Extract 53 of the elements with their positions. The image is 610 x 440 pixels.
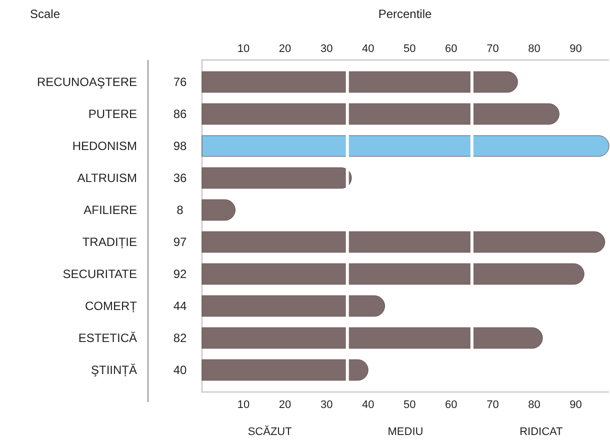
data-label: 92 [173,267,187,282]
x2-tick-label: 30 [320,398,333,411]
x2-tick-label: 50 [404,398,416,411]
x-tick-label: 80 [528,43,540,55]
x2-tick-label: 80 [528,398,540,411]
text: RIDICAT [520,426,564,438]
data-label: 36 [173,171,187,186]
y-tick-label: ESTETICĂ [78,331,137,346]
bar [202,359,368,381]
y-tick-label: RECUNOAŞTERE [36,75,137,90]
x-tick-label: 10 [237,43,250,55]
y-tick-label: HEDONISM [72,139,137,154]
x-tick-label: 70 [486,43,499,55]
x2-tick-label: 20 [278,398,292,411]
text: MEDIU [388,426,424,438]
y-tick-label: SECURITATE [62,267,137,282]
x2-tick-label: 60 [445,398,458,411]
x-tick-label: 90 [570,43,582,55]
x-tick-label: 40 [362,43,374,55]
data-label: 44 [173,299,187,314]
x-tick-label: 50 [404,43,416,55]
data-label: 76 [173,75,187,90]
y-axis-title: Scale [30,7,60,21]
y-tick-label: AFILIERE [84,203,137,218]
y-tick-label: ŞTIINȚĂ [90,363,137,378]
y-tick-label: ALTRUISM [77,171,137,186]
y-tick-label: PUTERE [88,107,137,122]
x2-tick-label: 10 [237,398,250,411]
x2-tick-label: 90 [570,398,582,411]
bar [202,135,610,157]
data-label: 40 [173,363,187,378]
data-label: 86 [173,107,187,122]
x-tick-label: 30 [320,43,333,55]
x2-tick-label: 70 [486,398,499,411]
text: SCĂZUT [248,425,292,438]
x-tick-label: 20 [278,43,292,55]
bar [202,103,560,125]
data-label: 82 [173,331,187,346]
chart-title: Percentile [378,7,432,21]
bar [202,167,352,189]
data-label: 98 [173,139,187,154]
x-tick-label: 60 [445,43,458,55]
bar [202,263,584,285]
data-label: 97 [173,235,187,250]
bar [202,327,543,349]
x2-tick-label: 40 [362,398,374,411]
bar [202,295,385,317]
y-tick-label: COMERȚ [85,299,138,314]
data-label: 8 [176,203,184,218]
bar [202,199,236,221]
y-tick-label: TRADIȚIE [82,235,137,250]
bar [202,231,606,253]
bar [202,71,518,93]
